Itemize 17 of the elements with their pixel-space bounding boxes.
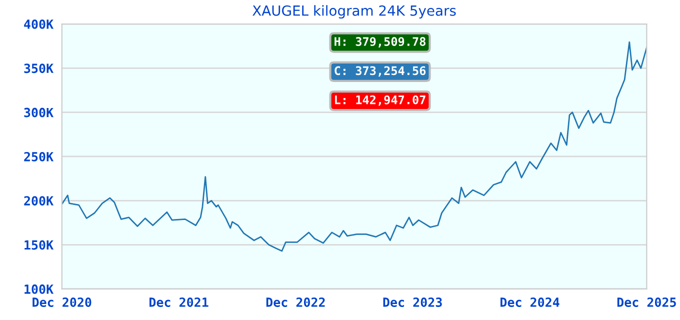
x-tick-label: Dec 2021	[150, 298, 208, 307]
y-tick-label: 100K	[24, 284, 54, 294]
annotation: L: 142,947.07	[335, 95, 426, 106]
x-tick-label: Dec 2023	[383, 298, 442, 307]
y-tick-label: 200K	[24, 196, 54, 206]
y-tick-label: 350K	[24, 64, 54, 74]
x-tick-label: Dec 2025	[617, 298, 676, 307]
annotation: H: 379,509.78	[334, 37, 426, 48]
y-tick-label: 150K	[24, 240, 54, 250]
x-tick-label: Dec 2022	[266, 298, 325, 307]
y-tick-label: 400K	[24, 19, 54, 29]
x-tick-label: Dec 2024	[500, 298, 560, 307]
annotation: C: 373,254.56	[334, 66, 426, 77]
y-tick-label: 300K	[24, 108, 54, 118]
y-tick-label: 250K	[24, 152, 54, 162]
chart-title: XAUGEL kilogram 24K 5years	[252, 5, 456, 19]
x-tick-label: Dec 2020	[32, 298, 92, 307]
